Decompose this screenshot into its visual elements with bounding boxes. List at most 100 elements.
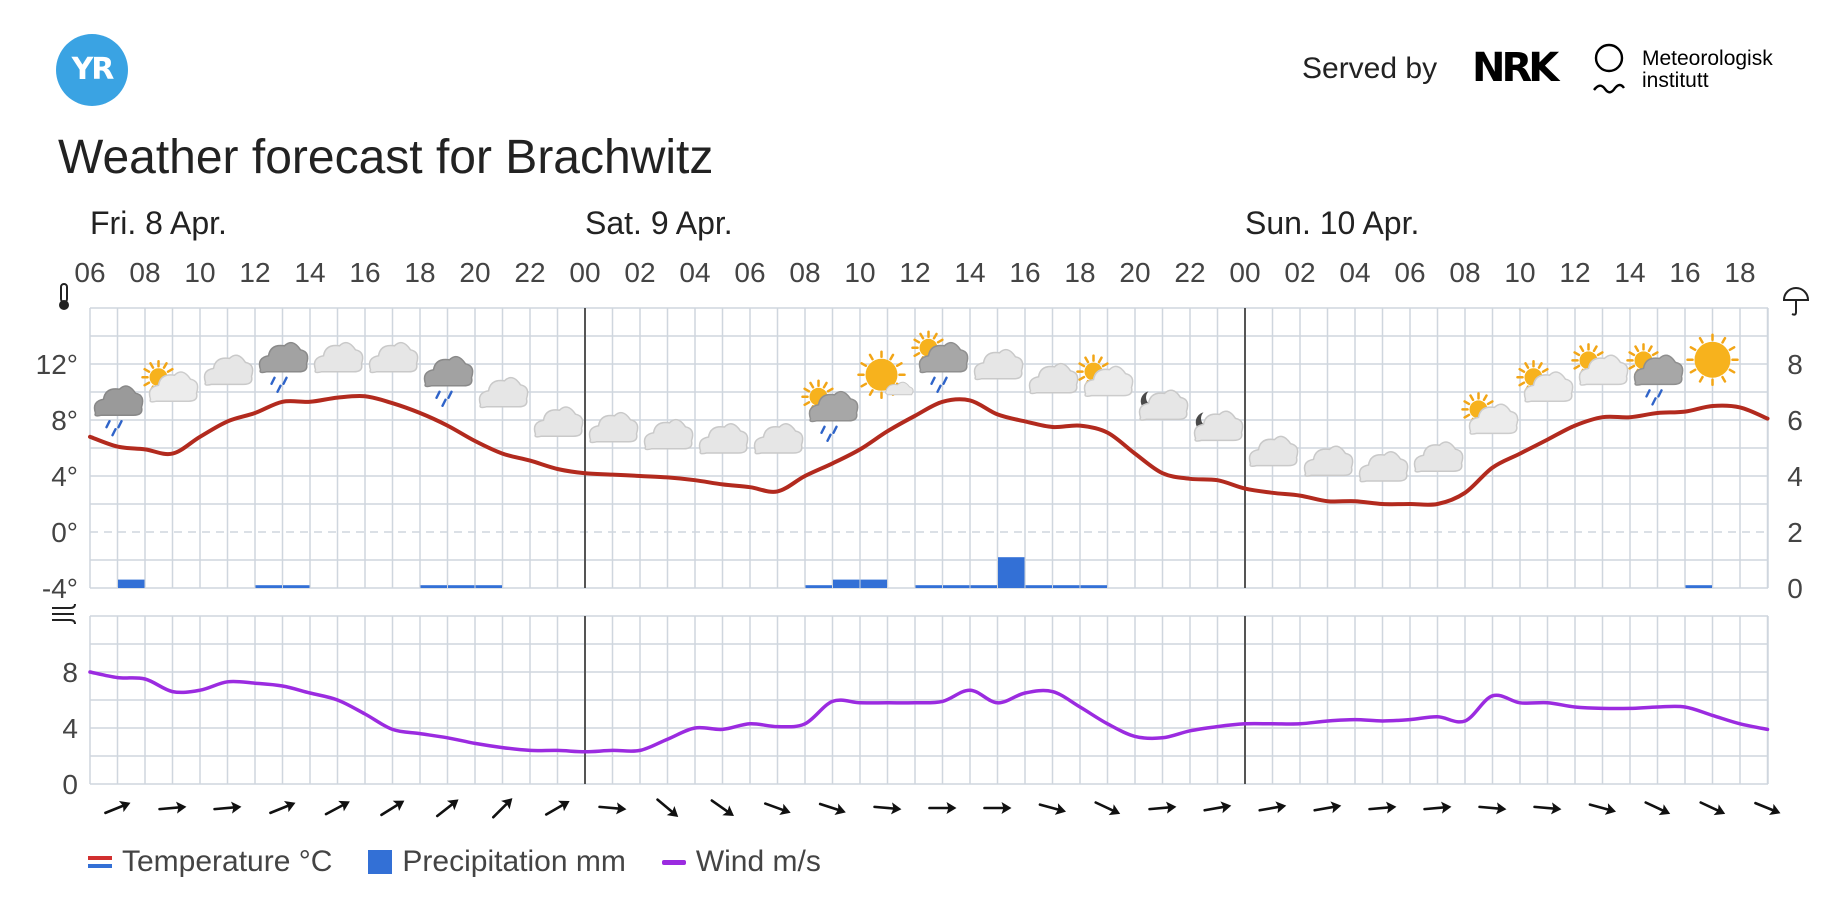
legend-precipitation: Precipitation mm [368, 845, 626, 879]
x-tick-label: 02 [1284, 257, 1315, 288]
precipitation-bar [1053, 585, 1080, 588]
cloud-icon [1358, 451, 1409, 483]
x-tick-label: 16 [349, 257, 380, 288]
wind-tick-label: 4 [62, 713, 78, 744]
legend-wind: Wind m/s [661, 845, 821, 879]
wind-arrow-icon [1699, 801, 1726, 816]
wind-arrow-icon [928, 802, 957, 814]
wind-arrow-icon [213, 801, 242, 814]
sun-icon [1686, 333, 1739, 387]
x-tick-label: 08 [129, 257, 160, 288]
cloud-icon [478, 376, 529, 409]
served-by-label: Served by [1302, 52, 1438, 85]
wind-line [88, 670, 1770, 754]
grid-lines [89, 307, 1769, 785]
temp-tick-label: 0° [51, 517, 78, 548]
wind-arrow-icon [435, 799, 459, 818]
wind-icon [52, 603, 76, 625]
legend: Temperature °C Precipitation mm Wind m/s [88, 845, 857, 879]
x-tick-label: 08 [789, 257, 820, 288]
precip-tick-label: 4 [1787, 461, 1803, 492]
precipitation-bars [118, 557, 1712, 588]
x-tick-label: 12 [1559, 257, 1590, 288]
partly-cloudy-icon [1076, 354, 1134, 398]
partly-cloudy-icon [1516, 359, 1574, 403]
yr-logo[interactable]: YR [56, 34, 128, 106]
precip-tick-label: 2 [1787, 517, 1803, 548]
cloud-icon [753, 423, 804, 455]
cloud-icon [643, 418, 694, 451]
cloud-moon-icon [1138, 389, 1189, 421]
temperature-swatch [88, 856, 112, 868]
precipitation-bar [805, 585, 832, 588]
cloud-icon [1413, 441, 1464, 473]
partly-cloudy-icon [1461, 392, 1519, 435]
x-tick-label: 06 [74, 257, 105, 288]
x-tick-label: 10 [844, 257, 875, 288]
precipitation-bar [448, 585, 475, 588]
rain-cloud-dark-icon [258, 341, 309, 393]
wind-arrow-icon [598, 802, 627, 815]
sun-cloud-icon [857, 350, 914, 400]
rain-cloud-sun-icon [911, 330, 969, 393]
wind-arrow-icon [1644, 801, 1671, 816]
temp-tick-label: 12° [36, 349, 78, 380]
rain-cloud-dark-icon [423, 355, 474, 407]
x-tick-label: 14 [1614, 257, 1645, 288]
legend-temperature: Temperature °C [88, 845, 332, 879]
day-label: Sat. 9 Apr. [585, 205, 733, 241]
wind-arrow-icon [983, 802, 1012, 814]
wind-arrow-icon [1533, 802, 1562, 815]
wind-arrow-icon [269, 800, 296, 815]
precipitation-bar [475, 585, 502, 588]
met-line2: institutt [1642, 69, 1709, 92]
wind-arrow-icon [492, 798, 513, 819]
cloud-icon [698, 423, 749, 455]
precip-tick-label: 0 [1787, 573, 1803, 604]
precipitation-bar [998, 557, 1025, 588]
x-tick-label: 06 [734, 257, 765, 288]
x-tick-label: 06 [1394, 257, 1425, 288]
wind-arrow-icon [1094, 801, 1121, 816]
wind-arrow-icon [380, 800, 405, 817]
wind-arrow-icon [544, 800, 570, 816]
cloud-icon [313, 341, 364, 374]
met-institute-icon [1593, 43, 1625, 94]
precipitation-bar [860, 579, 887, 588]
wind-arrow-icon [1038, 803, 1067, 815]
header: YR Served by NRK Meteorologisk institutt [0, 0, 1843, 130]
wind-arrow-icon [1148, 801, 1177, 814]
x-tick-label: 12 [239, 257, 270, 288]
rain-cloud-sun-icon [1626, 343, 1684, 406]
thermometer-icon [59, 283, 69, 310]
cloud-icon [588, 411, 639, 444]
wind-arrow-icon [1203, 801, 1232, 814]
x-tick-label: 10 [184, 257, 215, 288]
x-tick-label: 14 [294, 257, 325, 288]
precipitation-bar [1685, 585, 1712, 588]
wind-arrow-icon [656, 798, 679, 817]
rain-cloud-sun-icon [801, 379, 859, 442]
met-line1: Meteorologisk [1642, 47, 1773, 70]
legend-precipitation-label: Precipitation mm [402, 845, 626, 878]
x-tick-label: 02 [624, 257, 655, 288]
x-tick-label: 04 [1339, 257, 1370, 288]
wind-arrow-icon [710, 799, 734, 817]
rain-cloud-icon [93, 385, 144, 437]
precipitation-bar [255, 585, 282, 588]
precipitation-bar [943, 585, 970, 588]
partly-cloudy-icon [1571, 343, 1629, 386]
x-tick-label: 04 [679, 257, 710, 288]
cloud-icon [1303, 445, 1354, 477]
day-label: Sun. 10 Apr. [1245, 205, 1419, 241]
umbrella-icon [1782, 287, 1810, 316]
precipitation-bar [283, 585, 310, 588]
x-tick-label: 18 [404, 257, 435, 288]
cloud-icon [368, 341, 419, 374]
wind-arrow-icon [873, 802, 902, 815]
x-tick-label: 16 [1669, 257, 1700, 288]
temperature-line [88, 393, 1770, 507]
wind-arrow-icon [818, 802, 846, 815]
wind-arrow-icon [1368, 801, 1397, 814]
